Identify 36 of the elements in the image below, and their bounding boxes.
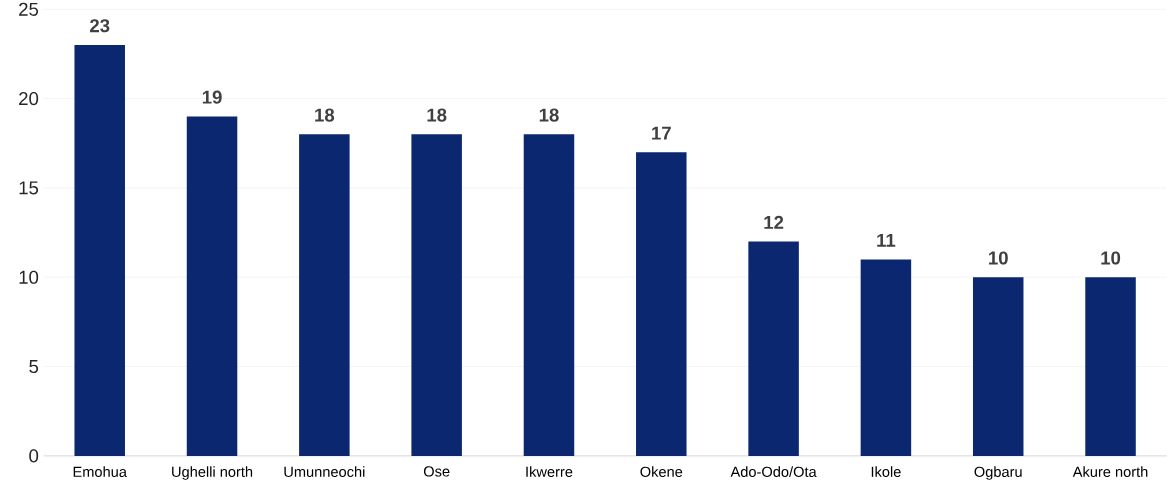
bar — [748, 241, 799, 456]
bar — [860, 259, 912, 456]
data-label: 17 — [652, 126, 671, 140]
bar — [74, 44, 125, 456]
y-tick-label: 25 — [19, 2, 39, 16]
data-label: 10 — [1101, 251, 1121, 265]
y-tick-label: 5 — [29, 359, 39, 373]
data-label: 18 — [427, 108, 447, 122]
bar — [636, 151, 687, 456]
x-tick-label: Ikole — [871, 466, 901, 477]
x-tick-label: Emohua — [73, 466, 127, 477]
bar — [1085, 277, 1136, 456]
y-tick-label: 10 — [19, 270, 39, 284]
x-tick-label: Umunneochi — [284, 466, 365, 477]
data-label: 18 — [539, 108, 559, 122]
x-tick-label: Ughelli north — [172, 466, 253, 480]
bar — [972, 277, 1024, 456]
x-tick-label: Ose — [423, 466, 450, 477]
data-label: 19 — [202, 90, 222, 104]
x-tick-label: Okene — [640, 466, 683, 477]
bar — [411, 134, 462, 456]
x-tick-label: Ado-Odo/Ota — [730, 466, 817, 477]
x-tick-label: Akure north — [1072, 466, 1148, 477]
data-label: 12 — [764, 215, 784, 229]
x-tick-label: Ogbaru — [974, 466, 1022, 480]
x-tick-label: Ikwerre — [526, 466, 573, 477]
data-label: 11 — [877, 233, 896, 247]
y-tick-label: 20 — [19, 91, 39, 105]
bar — [299, 134, 350, 456]
y-tick-label: 0 — [29, 449, 39, 463]
data-label: 18 — [315, 108, 335, 122]
y-tick-label: 15 — [19, 181, 39, 195]
data-label: 10 — [989, 251, 1008, 265]
data-label: 23 — [90, 18, 110, 33]
bar — [523, 134, 575, 456]
bar — [186, 116, 238, 456]
